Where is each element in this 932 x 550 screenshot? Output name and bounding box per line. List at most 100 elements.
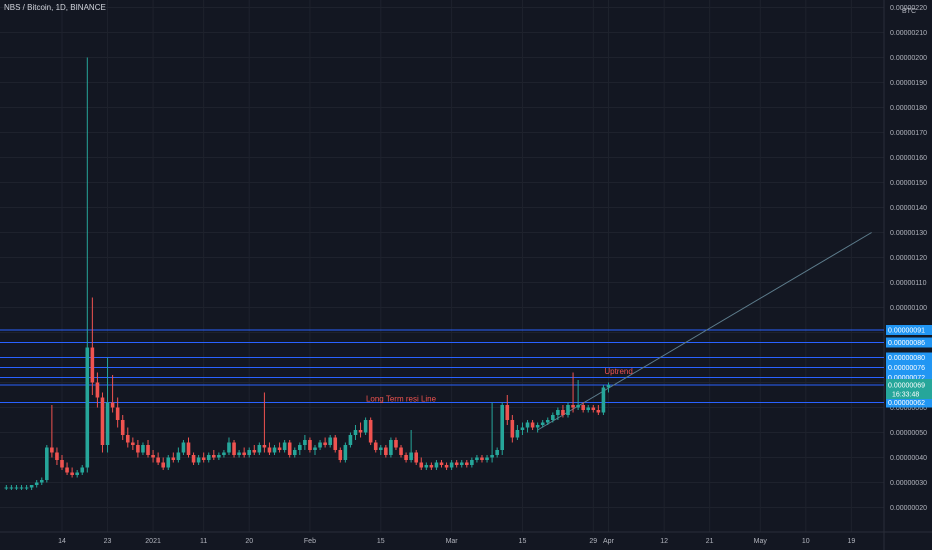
y-tick-label: 0.00000050 — [890, 430, 927, 437]
current-price-label: 0.00000069 — [888, 383, 925, 390]
candle-body — [459, 462, 464, 465]
candle-body — [520, 427, 525, 430]
candle-body — [14, 487, 19, 489]
candle-body — [551, 415, 555, 420]
candles-layer — [4, 57, 611, 490]
candle-body — [45, 447, 49, 480]
x-tick-label: 12 — [660, 538, 668, 545]
x-tick-label: 2021 — [145, 538, 161, 545]
candle-body — [282, 442, 287, 450]
x-tick-label: 15 — [519, 538, 527, 545]
candle-body — [323, 442, 327, 445]
y-tick-label: 0.00000190 — [890, 80, 927, 87]
candle-body — [368, 420, 373, 443]
x-tick-label: Apr — [603, 538, 615, 545]
candle-body — [232, 442, 236, 455]
candle-body — [136, 445, 140, 453]
x-axis[interactable]: 14 23 2021 11 20 Feb 15 Mar 15 29 Apr 12 21 May 10 19 — [58, 538, 855, 545]
y-tick-label: 0.00000130 — [890, 230, 927, 237]
y-axis[interactable]: 0.00000020 0.00000030 0.00000040 0.00000050… — [890, 5, 927, 512]
candle-body — [146, 445, 150, 455]
candle-body — [161, 462, 165, 468]
candle-body — [186, 442, 191, 455]
candle-body — [70, 472, 74, 475]
candle-body — [115, 407, 120, 420]
candle-body — [414, 452, 418, 463]
candle-body — [34, 482, 39, 485]
candle-body — [510, 420, 515, 438]
candle-body — [591, 407, 596, 410]
candle-body — [444, 465, 449, 468]
candle-body — [576, 405, 580, 408]
price-tag-label: 0.00000086 — [888, 340, 925, 347]
price-tag-label: 0.00000076 — [888, 365, 925, 372]
countdown-label: 16:33:48 — [892, 392, 919, 399]
candle-body — [298, 445, 302, 450]
candle-body — [378, 447, 383, 450]
candle-body — [65, 467, 69, 473]
candle-body — [394, 440, 398, 448]
candle-body — [495, 450, 499, 455]
candle-body — [540, 422, 545, 425]
candle-body — [515, 430, 520, 438]
candle-body — [338, 450, 343, 460]
candle-body — [348, 435, 353, 445]
candle-body — [201, 457, 206, 460]
price-tag-bg — [886, 372, 932, 383]
candle-body — [292, 450, 297, 455]
candle-body — [272, 447, 277, 453]
y-unit-label: BTC — [902, 8, 916, 15]
candle-body — [262, 445, 267, 448]
y-tick-label: 0.00000170 — [890, 130, 927, 137]
y-tick-label: 0.00000140 — [890, 205, 927, 212]
candle-body — [257, 445, 262, 453]
candle-body — [596, 410, 601, 413]
current-price-tag-bg — [886, 379, 932, 399]
candle-body — [120, 420, 125, 435]
price-tag-label: 0.00000080 — [888, 355, 925, 362]
price-tags-layer: 0.00000091 0.00000086 0.00000080 0.00000076… — [886, 325, 932, 408]
trendline-layer — [537, 232, 872, 431]
candle-body — [191, 455, 196, 463]
candle-body — [252, 450, 257, 453]
candle-body — [485, 457, 489, 460]
x-tick-label: 15 — [377, 538, 385, 545]
x-tick-label: 19 — [847, 538, 855, 545]
candle-body — [566, 405, 570, 415]
candle-body — [151, 455, 155, 458]
candle-body — [217, 455, 221, 458]
candle-body — [384, 447, 388, 455]
candle-body — [571, 405, 575, 408]
horizontal-lines-layer — [0, 329, 884, 403]
candle-body — [434, 462, 439, 468]
candle-body — [419, 462, 424, 468]
chart-annotation: Long Term resi Line — [366, 394, 437, 403]
candle-body — [535, 425, 540, 428]
y-tick-label: 0.00000200 — [890, 55, 927, 62]
candle-body — [90, 347, 95, 383]
candle-body — [308, 440, 312, 450]
chart-annotation: Uptrend — [604, 367, 632, 376]
candle-body — [75, 472, 79, 475]
candle-body — [222, 452, 226, 455]
candle-body — [561, 410, 565, 415]
candle-body — [333, 437, 338, 450]
x-tick-label: 20 — [245, 538, 253, 545]
candle-body — [556, 410, 560, 415]
candle-body — [313, 447, 317, 450]
y-tick-label: 0.00000120 — [890, 255, 927, 262]
candle-body — [581, 405, 585, 410]
candle-body — [181, 442, 186, 453]
y-tick-label: 0.00000100 — [890, 305, 927, 312]
price-tag-label: 0.00000091 — [888, 328, 925, 335]
candle-body — [545, 420, 550, 423]
candle-body — [389, 440, 393, 455]
candle-body — [353, 430, 358, 435]
candle-body — [110, 402, 115, 408]
x-tick-label: 23 — [104, 538, 112, 545]
candle-body — [470, 460, 474, 465]
candle-body — [358, 430, 363, 433]
